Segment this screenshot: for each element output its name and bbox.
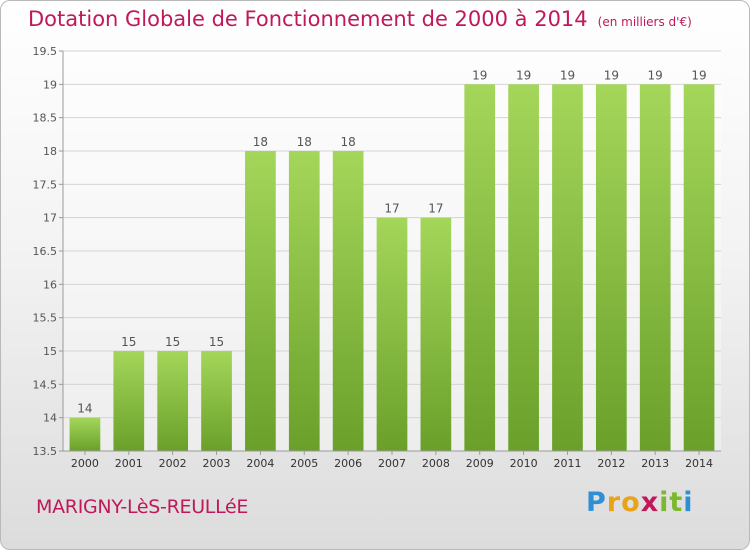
y-tick-label: 18.5 [33, 112, 58, 125]
x-tick-label: 2005 [290, 457, 318, 470]
bar-value-label: 19 [560, 68, 575, 82]
bar [332, 151, 364, 451]
proxiti-logo: Proxiti [586, 487, 694, 518]
bar-value-label: 17 [384, 202, 399, 216]
chart-title-text: Dotation Globale de Fonctionnement de 20… [28, 7, 588, 31]
bar-value-label: 15 [209, 335, 224, 349]
x-tick-label: 2004 [246, 457, 274, 470]
x-tick-label: 2003 [203, 457, 231, 470]
y-tick-label: 14.5 [33, 378, 58, 391]
y-tick-label: 16.5 [33, 245, 58, 258]
bar [683, 84, 715, 451]
chart-title: Dotation Globale de Fonctionnement de 20… [28, 7, 692, 31]
x-tick-label: 2013 [641, 457, 669, 470]
x-tick-label: 2014 [685, 457, 713, 470]
y-tick-label: 16 [43, 278, 57, 291]
y-tick-label: 17 [43, 212, 57, 225]
y-tick-label: 13.5 [33, 445, 58, 458]
x-tick-label: 2011 [553, 457, 581, 470]
x-tick-label: 2006 [334, 457, 362, 470]
bar-value-label: 18 [253, 135, 268, 149]
bar-value-label: 15 [121, 335, 136, 349]
y-tick-label: 18 [43, 145, 57, 158]
bar [420, 217, 452, 451]
bar-value-label: 18 [297, 135, 312, 149]
bar [639, 84, 671, 451]
bar-value-label: 19 [516, 68, 531, 82]
commune-name: MARIGNY-LèS-REULLéE [36, 496, 249, 518]
bar-value-label: 19 [648, 68, 663, 82]
x-tick-label: 2002 [159, 457, 187, 470]
bar [288, 151, 320, 451]
bar [376, 217, 408, 451]
y-tick-label: 17.5 [33, 178, 58, 191]
bar [201, 351, 232, 451]
bar [113, 351, 145, 451]
bar [69, 417, 101, 451]
bar-value-label: 18 [340, 135, 355, 149]
x-tick-label: 2007 [378, 457, 406, 470]
x-tick-label: 2012 [597, 457, 625, 470]
bar-value-label: 17 [428, 202, 443, 216]
bar-value-label: 14 [77, 402, 92, 416]
y-tick-label: 15 [43, 345, 57, 358]
bar [508, 84, 539, 451]
bar [595, 84, 627, 451]
bar-value-label: 15 [165, 335, 180, 349]
y-tick-label: 19.5 [33, 45, 58, 58]
x-tick-label: 2000 [71, 457, 99, 470]
bar-value-label: 19 [691, 68, 706, 82]
x-tick-label: 2010 [510, 457, 538, 470]
chart-subtitle: (en milliers d'€) [597, 15, 692, 29]
bar-value-label: 19 [604, 68, 619, 82]
bar [552, 84, 583, 451]
x-tick-label: 2009 [466, 457, 494, 470]
y-tick-label: 15.5 [33, 312, 58, 325]
y-tick-label: 14 [43, 412, 57, 425]
bar-value-label: 19 [472, 68, 487, 82]
x-tick-label: 2008 [422, 457, 450, 470]
bar [245, 151, 276, 451]
bar [464, 84, 496, 451]
x-tick-label: 2001 [115, 457, 143, 470]
bars: 14 15 15 15 18 18 18 17 17 19 19 19 19 19 19 [69, 68, 715, 451]
y-tick-label: 19 [43, 78, 57, 91]
bar [157, 351, 189, 451]
axes: 13.5 14 14.5 15 15.5 16 16.5 17 17.5 18 18.5 19 19.5… [33, 45, 721, 470]
